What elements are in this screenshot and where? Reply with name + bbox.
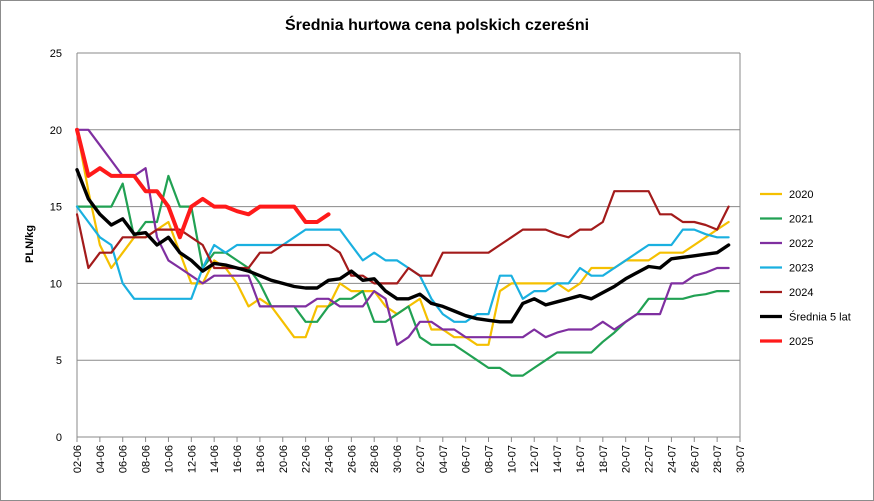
- x-tick-label: 14-07: [552, 445, 564, 473]
- y-axis-label: PLN/kg: [24, 225, 36, 263]
- series-line-2023: [75, 205, 730, 323]
- legend-entry: 2025: [789, 336, 813, 348]
- series-line-2021: [75, 174, 730, 377]
- x-tick-label: 10-06: [163, 445, 175, 473]
- x-tick-label: 04-07: [438, 445, 450, 473]
- x-tick-labels: 02-06 04-06 06-06 08-06 10-06 12-06 14-06 16-06…: [72, 437, 747, 473]
- x-tick-label: 20-06: [278, 445, 290, 473]
- x-tick-label: 30-06: [392, 445, 404, 473]
- y-tick-label: 20: [50, 125, 62, 137]
- y-tick-label: 10: [50, 278, 62, 290]
- x-tick-label: 06-06: [118, 445, 130, 473]
- legend-entry: 2021: [789, 214, 813, 226]
- series-lines: [75, 127, 731, 377]
- x-tick-label: 28-06: [369, 445, 381, 473]
- x-tick-label: 14-06: [209, 445, 221, 473]
- series-line-2025: [75, 127, 331, 240]
- x-tick-label: 22-07: [644, 445, 656, 473]
- x-tick-label: 02-06: [72, 445, 84, 473]
- legend-entry: Średnia 5 lat: [789, 311, 851, 324]
- x-tick-label: 08-07: [484, 445, 496, 473]
- y-tick-label: 0: [56, 432, 62, 444]
- x-tick-label: 18-06: [255, 445, 267, 473]
- x-tick-label: 16-07: [575, 445, 587, 473]
- chart-title: Średnia hurtowa cena polskich czereśni: [285, 15, 589, 34]
- x-tick-label: 02-07: [415, 445, 427, 473]
- x-tick-label: 22-06: [301, 445, 313, 473]
- legend-entry: 2023: [789, 263, 813, 275]
- x-tick-label: 18-07: [598, 445, 610, 473]
- y-tick-label: 15: [50, 202, 62, 214]
- legend-entry: 2020: [789, 189, 813, 201]
- x-tick-label: 04-06: [95, 445, 107, 473]
- x-tick-label: 08-06: [141, 445, 153, 473]
- legend: 2020 2021 2022 2023 2024 Średnia 5 lat 2025: [760, 189, 851, 348]
- x-tick-label: 24-06: [323, 445, 335, 473]
- x-tick-label: 06-07: [461, 445, 473, 473]
- x-tick-label: 12-06: [186, 445, 198, 473]
- x-tick-label: 26-07: [689, 445, 701, 473]
- y-tick-label: 25: [50, 48, 62, 60]
- y-tick-label: 5: [56, 355, 62, 367]
- x-tick-label: 12-07: [529, 445, 541, 473]
- x-tick-label: 24-07: [666, 445, 678, 473]
- x-tick-label: 26-06: [346, 445, 358, 473]
- legend-entry: 2024: [789, 287, 813, 299]
- series-line--rednia-5-lat: [75, 167, 731, 324]
- x-tick-label: 16-06: [232, 445, 244, 473]
- x-tick-label: 10-07: [506, 445, 518, 473]
- x-tick-label: 20-07: [621, 445, 633, 473]
- legend-entry: 2022: [789, 238, 813, 250]
- y-tick-labels: 0 5 10 15 20 25: [50, 48, 62, 444]
- x-tick-label: 28-07: [712, 445, 724, 473]
- series-line-2022: [75, 128, 730, 346]
- series-line-2024: [75, 190, 730, 285]
- x-tick-label: 30-07: [735, 445, 747, 473]
